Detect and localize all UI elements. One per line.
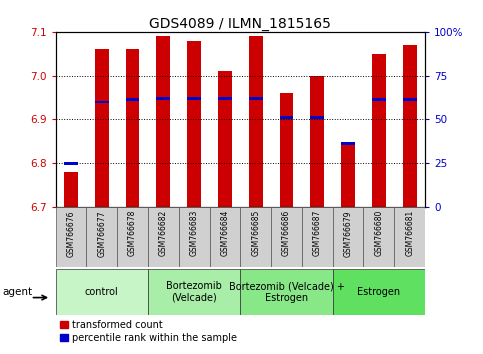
Bar <box>311 76 324 207</box>
Bar <box>403 98 416 101</box>
Bar <box>64 162 78 165</box>
Bar <box>240 207 271 267</box>
Bar <box>372 98 386 101</box>
Text: Estrogen: Estrogen <box>357 287 400 297</box>
Bar <box>240 269 333 315</box>
Bar <box>280 93 293 207</box>
Bar <box>156 97 170 100</box>
Text: agent: agent <box>2 287 32 297</box>
Bar <box>280 116 293 119</box>
Bar <box>210 207 240 267</box>
Bar <box>249 97 263 100</box>
Text: control: control <box>85 287 119 297</box>
Text: GSM766678: GSM766678 <box>128 210 137 257</box>
Text: GSM766679: GSM766679 <box>343 210 353 257</box>
Bar <box>56 207 86 267</box>
Bar <box>86 207 117 267</box>
Text: GSM766676: GSM766676 <box>67 210 75 257</box>
Bar <box>218 97 232 100</box>
Bar <box>302 207 333 267</box>
Text: GSM766685: GSM766685 <box>251 210 260 257</box>
Bar <box>311 116 324 119</box>
Text: Bortezomib (Velcade) +
Estrogen: Bortezomib (Velcade) + Estrogen <box>228 281 344 303</box>
Text: Bortezomib
(Velcade): Bortezomib (Velcade) <box>166 281 222 303</box>
Bar <box>117 207 148 267</box>
Bar <box>148 269 241 315</box>
Legend: transformed count, percentile rank within the sample: transformed count, percentile rank withi… <box>60 320 237 343</box>
Text: GSM766684: GSM766684 <box>220 210 229 257</box>
Bar <box>372 54 386 207</box>
Bar <box>148 207 179 267</box>
Bar <box>56 269 148 315</box>
Bar <box>333 269 425 315</box>
Bar <box>249 36 263 207</box>
Title: GDS4089 / ILMN_1815165: GDS4089 / ILMN_1815165 <box>149 17 331 31</box>
Text: GSM766682: GSM766682 <box>159 210 168 256</box>
Text: GSM766680: GSM766680 <box>374 210 384 257</box>
Bar <box>271 207 302 267</box>
Text: GSM766687: GSM766687 <box>313 210 322 257</box>
Bar <box>218 71 232 207</box>
Bar <box>156 36 170 207</box>
Bar <box>403 45 416 207</box>
Bar <box>394 207 425 267</box>
Bar <box>126 98 140 101</box>
Text: GSM766683: GSM766683 <box>190 210 199 257</box>
Text: GSM766677: GSM766677 <box>97 210 106 257</box>
Bar <box>64 172 78 207</box>
Bar <box>179 207 210 267</box>
Bar <box>126 50 140 207</box>
Text: GSM766686: GSM766686 <box>282 210 291 257</box>
Text: GSM766681: GSM766681 <box>405 210 414 256</box>
Bar <box>187 41 201 207</box>
Bar <box>95 101 109 103</box>
Bar <box>95 50 109 207</box>
Bar <box>333 207 364 267</box>
Bar <box>341 144 355 207</box>
Bar <box>364 207 394 267</box>
Bar <box>341 142 355 145</box>
Bar <box>187 97 201 100</box>
